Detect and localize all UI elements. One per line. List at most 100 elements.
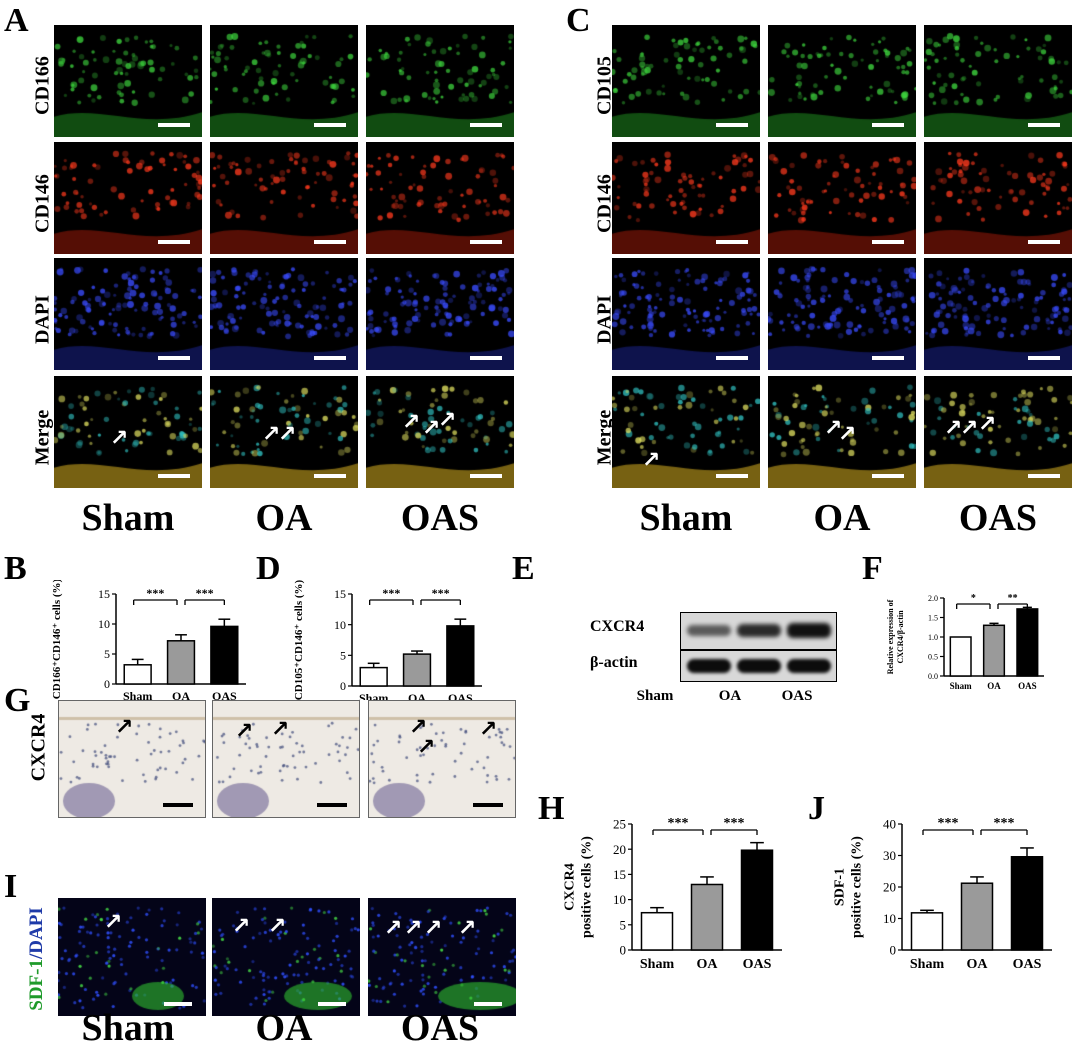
y-axis-label: CD105⁺CD146⁺ cells (%) <box>293 579 305 700</box>
bar-oas <box>1010 856 1044 951</box>
gridC-blue-oa-texture <box>768 258 916 370</box>
arrow-icon: ↗ <box>232 914 251 939</box>
scale-bar <box>872 240 904 244</box>
band-cxcr4-oa <box>737 624 781 637</box>
y-tick-label: 10 <box>98 617 110 631</box>
significance-stars: *** <box>382 586 400 600</box>
bar-oa <box>690 883 724 951</box>
arrow-icon: ↗ <box>824 416 843 441</box>
significance-stars: *** <box>146 586 164 600</box>
gridA-green-oa-texture <box>210 25 358 137</box>
x-tick-label: OAS <box>743 957 772 972</box>
arrow-icon: ↗ <box>458 916 477 941</box>
scale-bar <box>318 1002 346 1006</box>
x-tick-label: OA <box>697 957 719 972</box>
fluor-sdf1-oa: ↗ ↗ <box>212 898 360 1016</box>
blot-beta-actin <box>680 650 837 682</box>
panel-label-a: A <box>4 2 29 39</box>
scale-bar <box>716 240 748 244</box>
arrow-icon: ↗ <box>110 426 129 451</box>
gridC-red-oa <box>768 142 916 254</box>
arrow-icon: ↗ <box>278 422 297 447</box>
bar-oas <box>1016 608 1039 677</box>
y-tick-label: 0 <box>890 943 897 958</box>
scale-bar <box>470 123 502 127</box>
group-label-oas-c: OAS <box>958 497 1038 539</box>
bar-oas <box>446 625 475 687</box>
arrow-icon: ↗ <box>642 448 661 473</box>
y-tick-label: 0 <box>104 677 110 691</box>
gridC-green-sham <box>612 25 760 137</box>
arrow-icon: ↗ <box>978 412 997 437</box>
scale-bar <box>872 123 904 127</box>
ihc-texture-sham <box>59 701 205 817</box>
gridC-merge-sham: ↗ <box>612 376 760 488</box>
scale-bar <box>872 474 904 478</box>
chart-d: CD105⁺CD146⁺ cells (%) 0 5 10 15 Sham OA OAS ***… <box>293 579 482 700</box>
x-tick-label: Sham <box>359 691 388 700</box>
band-cxcr4-oas <box>787 623 831 638</box>
ihc-texture-oas <box>369 701 515 817</box>
gridC-blue-oa <box>768 258 916 370</box>
row-label-cxcr4-g: CXCR4 <box>27 713 50 782</box>
gridC-blue-sham-texture <box>612 258 760 370</box>
group-label-sham-a: Sham <box>81 497 175 539</box>
y-tick-label: 1.0 <box>928 633 938 642</box>
y-axis-label: SDF-1 positive cells (%) <box>833 836 865 938</box>
y-tick-label: 5 <box>104 647 110 661</box>
arrow-icon: ↗ <box>409 715 428 740</box>
x-tick-label: OAS <box>448 691 473 700</box>
gridA-red-oas-texture <box>366 142 514 254</box>
scale-bar <box>1028 474 1060 478</box>
scale-bar <box>470 240 502 244</box>
row-label-dapi-i: DAPI <box>26 907 47 954</box>
group-label-sham-i: Sham <box>81 1007 175 1049</box>
gridA-merge-sham-texture <box>54 376 202 488</box>
significance-stars: *** <box>994 816 1015 831</box>
arrow-icon: ↗ <box>268 914 287 939</box>
scale-bar <box>1028 356 1060 360</box>
panel-label-j: J <box>808 790 825 827</box>
significance-stars: ** <box>1008 593 1018 604</box>
y-tick-label: 0 <box>340 679 346 693</box>
y-tick-label: 30 <box>883 848 896 863</box>
arrow-icon: ↗ <box>271 717 290 742</box>
arrow-icon: ↗ <box>960 416 979 441</box>
y-tick-label: 10 <box>334 618 346 632</box>
y-tick-label: 15 <box>98 587 110 601</box>
panel-label-b: B <box>4 550 27 587</box>
x-tick-label: OA <box>967 957 989 972</box>
fluor-sdf1-texture-oas <box>368 898 516 1016</box>
arrow-icon: ↗ <box>384 916 403 941</box>
gridA-blue-oas <box>366 258 514 370</box>
scale-bar <box>470 356 502 360</box>
scale-bar <box>164 1002 192 1006</box>
gridA-red-oa-texture <box>210 142 358 254</box>
group-label-sham-c: Sham <box>639 497 733 539</box>
y-tick-label: 1.5 <box>928 613 938 622</box>
group-label-oas-i: OAS <box>400 1007 480 1049</box>
band-actin-oas <box>787 659 831 673</box>
significance-stars: *** <box>724 816 745 831</box>
scale-bar <box>1028 123 1060 127</box>
panel-label-g: G <box>4 682 31 719</box>
significance-stars: *** <box>668 816 689 831</box>
gridA-green-oas <box>366 25 514 137</box>
gridA-blue-oas-texture <box>366 258 514 370</box>
bar-sham <box>910 912 944 951</box>
gridC-blue-sham <box>612 258 760 370</box>
chart-j: SDF-1 positive cells (%) 0 10 20 30 40 Sham OA OA… <box>833 816 1052 972</box>
y-tick-label: 2.0 <box>928 594 938 603</box>
scale-bar <box>872 356 904 360</box>
gridC-merge-oa-texture <box>768 376 916 488</box>
scale-bar <box>317 803 347 807</box>
y-tick-label: 40 <box>883 817 896 832</box>
gridC-red-oas <box>924 142 1072 254</box>
y-tick-label: 0.5 <box>928 652 938 661</box>
scale-bar <box>314 474 346 478</box>
x-tick-label: Sham <box>910 957 945 972</box>
gridC-merge-sham-texture <box>612 376 760 488</box>
panel-label-c: C <box>566 2 591 39</box>
gridC-merge-oas-texture <box>924 376 1072 488</box>
arrow-icon: ↗ <box>438 408 457 433</box>
